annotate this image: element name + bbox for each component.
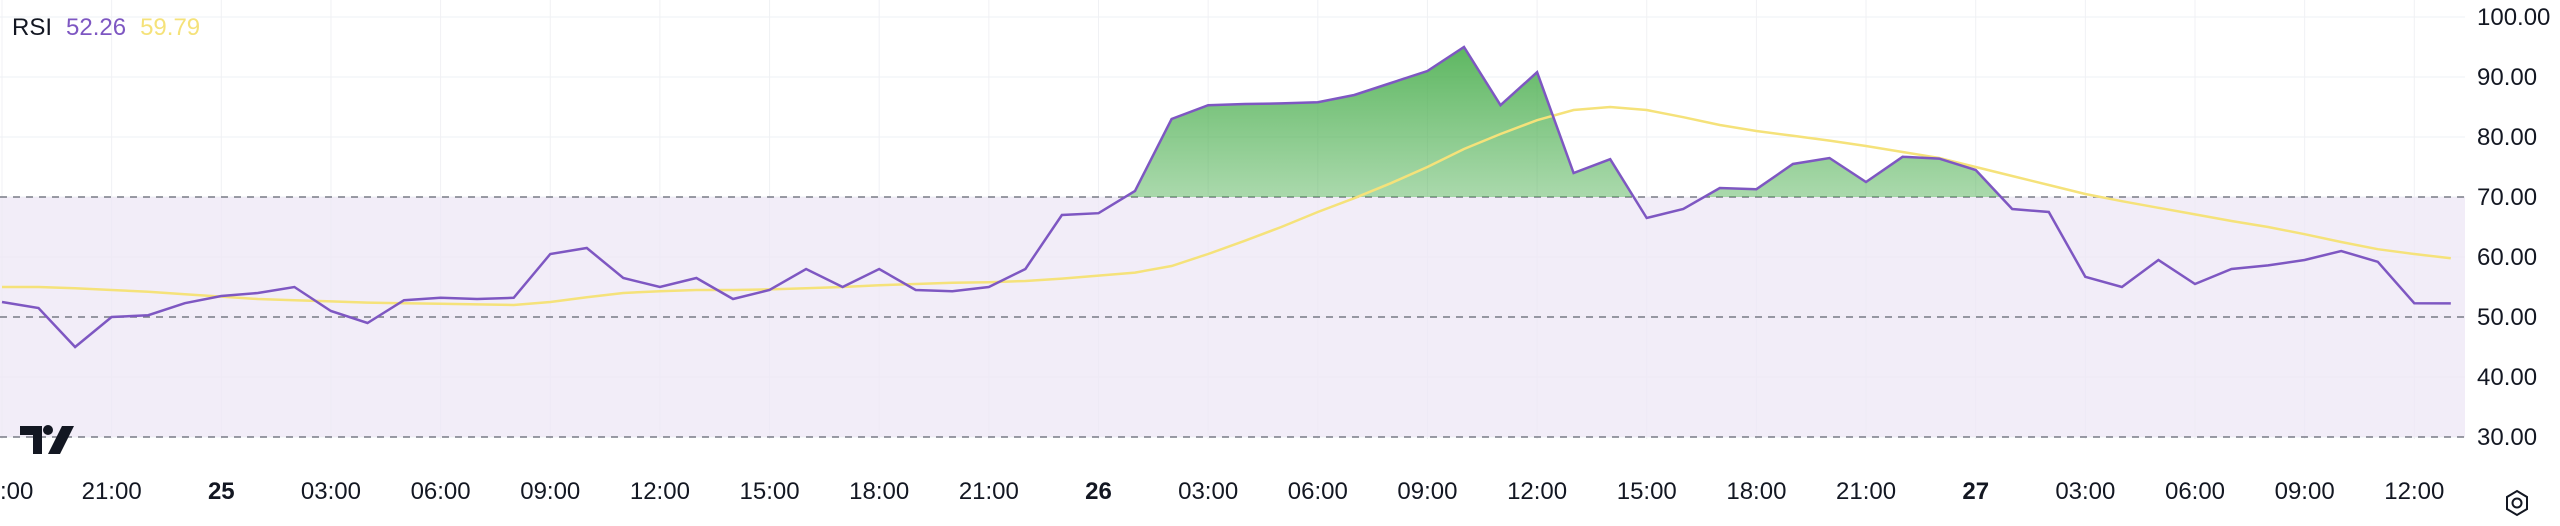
x-tick-label: 21:00 [959,478,1019,505]
x-tick-label: 03:00 [1178,478,1238,505]
x-tick-label: :00 [0,478,33,505]
x-tick-label: 21:00 [1836,478,1896,505]
y-tick-label: 100.00 [2477,4,2550,31]
y-tick-label: 40.00 [2477,364,2537,391]
x-tick-label: 12:00 [1507,478,1567,505]
indicator-name: RSI [12,14,53,41]
x-tick-label: 09:00 [2275,478,2335,505]
x-tick-label: 09:00 [1397,478,1457,505]
x-tick-label: 18:00 [1726,478,1786,505]
x-tick-label: 06:00 [1288,478,1348,505]
overbought-fill [2,47,2451,197]
x-tick-label: 18:00 [849,478,909,505]
x-tick-label: 03:00 [2055,478,2115,505]
y-tick-label: 30.00 [2477,424,2537,451]
x-tick-label: 21:00 [82,478,142,505]
x-tick-label: 26 [1085,478,1112,505]
x-tick-label: 03:00 [301,478,361,505]
y-tick-label: 80.00 [2477,124,2537,151]
indicator-legend: RSI 52.26 59.79 [12,14,200,42]
y-tick-label: 90.00 [2477,64,2537,91]
rsi-value: 52.26 [66,14,127,41]
settings-icon[interactable] [2502,488,2532,518]
x-tick-label: 09:00 [520,478,580,505]
x-tick-label: 12:00 [630,478,690,505]
tradingview-logo-icon[interactable] [18,422,76,456]
rsi-line [1,45,2451,349]
x-tick-label: 06:00 [411,478,471,505]
x-axis: :00 21:00 25 03:00 06:00 09:00 12:00 15:00 18:00… [0,478,2444,505]
y-axis: 100.00 90.00 80.00 70.00 60.00 50.00 40.00 30.0… [2477,4,2550,451]
rsi-ma-value: 59.79 [140,14,201,41]
y-tick-label: 70.00 [2477,184,2537,211]
x-tick-label: 06:00 [2165,478,2225,505]
rsi-ma-line [2,105,2451,307]
x-tick-label: 25 [208,478,235,505]
y-tick-label: 60.00 [2477,244,2537,271]
x-tick-label: 15:00 [740,478,800,505]
x-tick-label: 15:00 [1617,478,1677,505]
x-tick-label: 27 [1962,478,1989,505]
y-tick-label: 50.00 [2477,304,2537,331]
x-tick-label: 12:00 [2384,478,2444,505]
